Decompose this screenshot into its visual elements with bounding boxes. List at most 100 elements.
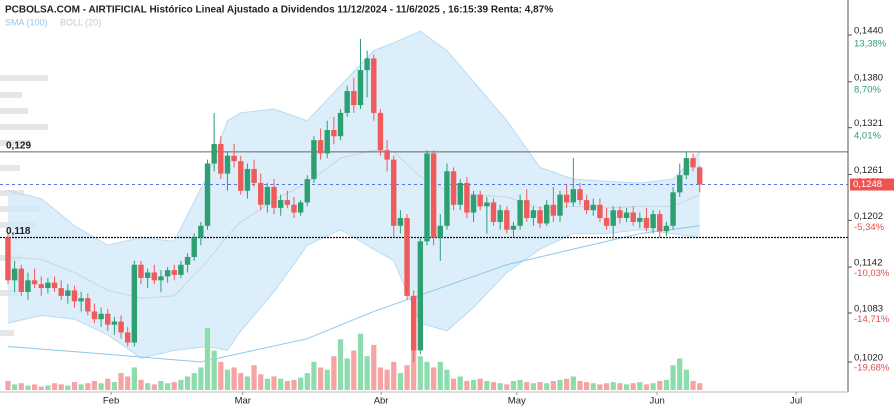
candle-body: [677, 175, 683, 193]
candle-body: [284, 200, 291, 205]
candle-body: [504, 210, 510, 230]
volume-bar: [5, 380, 11, 390]
volume-bar: [171, 382, 177, 390]
y2-tick-label: -10,03%: [854, 268, 890, 279]
candle-body: [450, 171, 457, 205]
bollinger-upper: [7, 30, 701, 246]
candle-body: [630, 212, 636, 222]
candle-body: [25, 280, 31, 292]
candle-body: [204, 163, 211, 226]
volume-bar: [431, 367, 437, 390]
candle-body: [637, 218, 643, 222]
candle-body: [11, 268, 18, 281]
legend-sma: SMA (100): [5, 17, 48, 27]
candle-body: [105, 313, 111, 325]
volume-bar: [304, 373, 310, 390]
volume-bar: [118, 373, 124, 390]
volume-bar: [657, 380, 663, 390]
candle-body: [444, 171, 450, 226]
volume-bar: [377, 367, 384, 390]
volume-bar: [151, 384, 157, 390]
level-label: 0,118: [6, 226, 31, 237]
volume-bar: [278, 378, 284, 390]
last-price-box: [850, 178, 894, 191]
candle-body: [397, 218, 404, 226]
volume-bar: [364, 356, 370, 390]
candle-body: [218, 144, 224, 174]
volume-bar: [417, 356, 423, 390]
volume-bar: [690, 380, 696, 390]
y2-tick-label: 4,01%: [854, 130, 881, 141]
volume-bar: [603, 383, 610, 390]
volume-bar: [218, 361, 224, 390]
volume-bar: [125, 376, 131, 390]
candle-body: [317, 140, 324, 154]
candle-body: [464, 182, 470, 213]
x-tick-label: Mar: [235, 396, 251, 407]
candle-body: [238, 161, 244, 191]
candle-body: [211, 144, 217, 164]
candle-body: [171, 270, 177, 275]
candle-body: [544, 204, 550, 224]
volume-bar: [584, 382, 590, 390]
candle-body: [457, 182, 463, 205]
candle-body: [18, 268, 24, 292]
volume-bar: [351, 350, 357, 390]
volume-bar: [457, 376, 463, 390]
y-tick-label: 0,1083: [854, 304, 883, 315]
volume-bar: [291, 379, 297, 390]
volume-bar: [677, 358, 683, 390]
volume-bar: [324, 369, 330, 390]
volume-bar: [697, 383, 703, 390]
candle-body: [337, 112, 344, 137]
volume-bar: [244, 376, 251, 390]
candle-body: [470, 194, 477, 213]
candle-body: [364, 58, 370, 71]
volume-bar: [630, 383, 636, 390]
candle-body: [151, 272, 158, 281]
volume-bar: [58, 384, 64, 390]
volume-bar: [537, 382, 543, 390]
candle-body: [78, 298, 84, 302]
candle-body: [477, 194, 483, 207]
candle-body: [198, 225, 204, 238]
volume-bar: [617, 383, 623, 390]
volume-bar: [298, 377, 304, 390]
volume-bar: [317, 367, 324, 390]
volume-bar: [25, 385, 31, 390]
volume-bar: [198, 367, 204, 390]
candle-body: [91, 311, 98, 320]
candle-body: [164, 270, 171, 277]
volume-bar: [444, 369, 450, 390]
volume-bar: [524, 382, 530, 390]
candle-body: [98, 313, 104, 320]
volume-bar: [138, 379, 144, 390]
volume-bar: [597, 384, 603, 390]
y2-tick-label: -19,68%: [854, 363, 890, 374]
volume-bar: [411, 344, 417, 390]
volume-bar: [577, 380, 583, 390]
x-tick-label: Abr: [374, 396, 389, 407]
volume-bar: [544, 383, 550, 390]
y2-tick-label: -14,71%: [854, 314, 890, 325]
volume-bar: [211, 350, 217, 390]
y2-tick-label: -5,34%: [854, 222, 885, 233]
candle-body: [663, 225, 670, 232]
volume-bar: [490, 382, 497, 390]
volume-bar: [51, 383, 58, 390]
volume-bar: [224, 369, 231, 390]
volume-bar: [131, 367, 137, 390]
candle-body: [344, 91, 350, 113]
volume-bar: [111, 382, 117, 390]
candle-body: [610, 210, 616, 226]
volume-bar: [91, 380, 98, 390]
legend-boll: BOLL (20): [60, 17, 101, 27]
candle-body: [696, 167, 703, 185]
volume-bar: [337, 339, 344, 390]
candle-body: [570, 189, 577, 203]
x-tick-label: May: [508, 396, 526, 407]
candle-body: [377, 112, 384, 151]
last-price-label: 0,1248: [853, 179, 882, 190]
volume-bar: [98, 383, 104, 390]
volume-bar: [470, 379, 477, 390]
